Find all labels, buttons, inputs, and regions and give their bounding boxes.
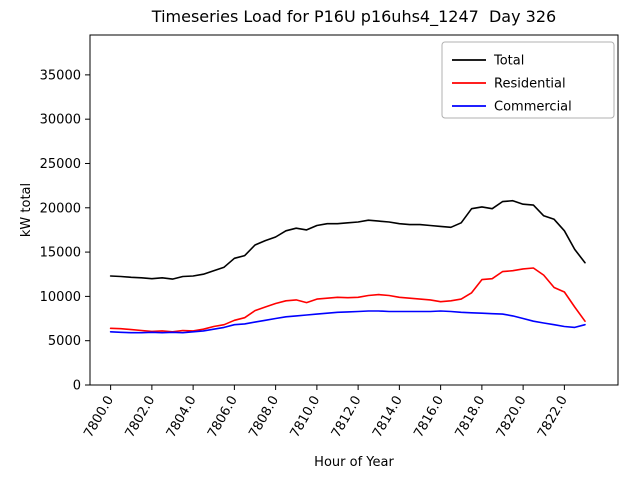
y-tick-label: 10000 [40,290,81,305]
x-tick-label: 7818.0 [453,394,489,441]
series-lines [109,199,586,334]
x-tick-label: 7800.0 [81,394,117,441]
legend-label-commercial: Commercial [494,100,572,115]
x-axis-label: Hour of Year [314,455,394,470]
x-tick-label: 7810.0 [288,394,324,441]
x-tick-label: 7808.0 [246,394,282,441]
y-tick-label: 35000 [40,68,81,83]
legend-label-total: Total [493,54,524,69]
y-tick-label: 5000 [48,334,81,349]
chart-title: Timeseries Load for P16U p16uhs4_1247 Da… [151,7,556,27]
x-tick-label: 7814.0 [370,394,406,441]
series-line-commercial [109,310,586,334]
x-tick-label: 7816.0 [411,394,447,441]
x-tick-label: 7812.0 [329,394,365,441]
y-axis-label: kW total [19,183,34,237]
series-line-total [109,199,586,280]
legend-label-residential: Residential [494,77,566,92]
x-tick-label: 7822.0 [535,394,571,441]
y-tick-label: 20000 [40,201,81,216]
x-tick-label: 7804.0 [164,394,200,441]
series-line-residential [109,267,586,333]
x-tick-label: 7806.0 [205,394,241,441]
y-tick-label: 25000 [40,157,81,172]
y-tick-label: 30000 [40,113,81,128]
y-tick-label: 0 [73,379,81,394]
y-axis-ticks: 0 5000 10000 15000 20000 25000 30000 35000 [40,68,90,394]
x-tick-label: 7802.0 [123,394,159,441]
y-tick-label: 15000 [40,246,81,261]
x-tick-label: 7820.0 [494,394,530,441]
legend-box [441,41,615,119]
x-axis-ticks: 7800.0 7802.0 7804.0 7806.0 7808.0 7810.0 7812… [81,385,571,441]
legend: Total Residential Commercial [441,41,615,119]
axes-border [89,34,619,386]
